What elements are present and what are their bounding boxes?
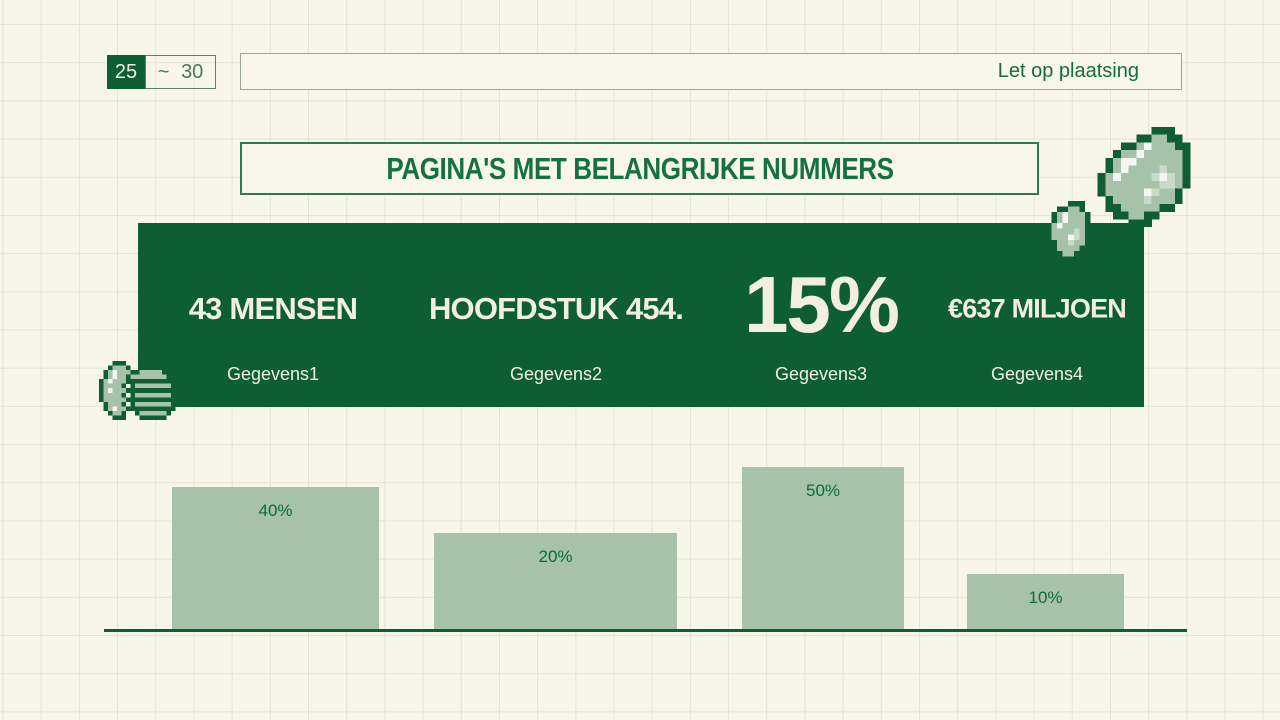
pixel-gem-small-icon	[1046, 201, 1096, 262]
stat-3-value: 15%	[743, 260, 900, 349]
note-bar: Let op plaatsing	[240, 53, 1182, 90]
chart-bar-3: 50%	[742, 467, 904, 629]
stat-2: HOOFDSTUK 454. Gegevens2	[396, 223, 716, 407]
stat-1-value: 43 MENSEN	[188, 291, 358, 326]
pixel-coins-icon	[99, 361, 180, 420]
pixel-gem-icon	[1090, 127, 1198, 227]
page-range-separator: ~	[157, 60, 170, 83]
chart-baseline	[104, 629, 1187, 632]
page-range-current: 25	[107, 55, 145, 89]
stat-2-value: HOOFDSTUK 454.	[428, 291, 684, 326]
stat-4-label: Gegevens4	[990, 364, 1084, 384]
stat-4-value: €637 MILJOEN	[948, 293, 1127, 324]
chart-bar-3-label: 50%	[805, 481, 841, 500]
page-range-total: 30	[181, 60, 204, 83]
stat-3: 15% Gegevens3	[661, 223, 981, 407]
chart-bar-4: 10%	[967, 574, 1124, 629]
note-text: Let op plaatsing	[997, 60, 1139, 82]
stat-3-label: Gegevens3	[774, 364, 868, 384]
stats-banner: 43 MENSEN Gegevens1 HOOFDSTUK 454. Gegev…	[138, 223, 1144, 407]
chart-bar-1: 40%	[172, 487, 379, 629]
stat-1-label: Gegevens1	[226, 364, 320, 384]
page-title: PAGINA'S MET BELANGRIJKE NUMMERS	[385, 150, 894, 186]
chart-bar-2-label: 20%	[538, 547, 573, 566]
stat-4: €637 MILJOEN Gegevens4	[877, 223, 1197, 407]
stat-1: 43 MENSEN Gegevens1	[113, 223, 433, 407]
page-range-rest: ~ 30	[145, 55, 216, 89]
chart-bar-1-label: 40%	[258, 501, 293, 520]
stat-2-label: Gegevens2	[509, 364, 603, 384]
page-range: 25 ~ 30	[107, 55, 216, 89]
title-box: PAGINA'S MET BELANGRIJKE NUMMERS	[240, 142, 1039, 195]
chart-bar-2: 20%	[434, 533, 677, 629]
chart-bar-4-label: 10%	[1028, 588, 1063, 607]
